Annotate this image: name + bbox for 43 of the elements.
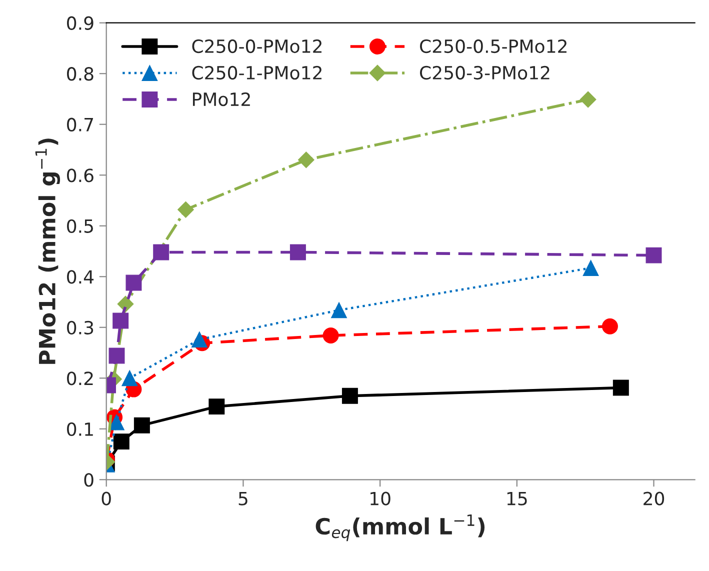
y-tick-label: 0.6 [67, 168, 94, 182]
legend-label: C250-0.5-PMo12 [420, 39, 566, 54]
point [342, 388, 358, 404]
point [298, 152, 314, 168]
legend-label: C250-3-PMo12 [420, 66, 550, 80]
point [646, 247, 662, 264]
point [126, 274, 142, 291]
x-tick-label: 5 [238, 492, 248, 506]
point [108, 414, 124, 430]
point [178, 201, 194, 218]
y-tick-label: 0.7 [67, 118, 93, 132]
x-tick-label: 0 [102, 492, 111, 506]
point [134, 417, 150, 434]
point [580, 91, 596, 108]
y-tick-label: 0.2 [67, 372, 93, 386]
y-tick-label: 0.8 [67, 67, 94, 81]
y-tick-label: 0 [84, 473, 94, 487]
point [108, 348, 125, 364]
point [322, 328, 339, 344]
point [191, 332, 208, 348]
x-axis-title: C$_{eq}$(mmol L$^{−1}$) [316, 514, 485, 542]
y-tick-label: 0.4 [67, 270, 94, 284]
point [112, 312, 129, 329]
x-tick-label: 15 [507, 492, 527, 506]
x-tick-label: 20 [644, 492, 664, 506]
point [612, 380, 629, 396]
point [153, 244, 170, 260]
point [122, 370, 138, 386]
y-tick-label: 0.1 [67, 422, 93, 436]
point [290, 244, 306, 260]
y-tick-label: 0.5 [67, 219, 93, 233]
x-tick-label: 10 [370, 492, 390, 506]
legend-label: C250-0-PMo12 [192, 39, 322, 54]
point [602, 318, 618, 334]
legend-label: PMo12 [192, 92, 250, 106]
point [331, 302, 347, 318]
legend-label: C250-1-PMo12 [192, 66, 322, 80]
y-tick-label: 0.3 [67, 320, 94, 334]
point [113, 434, 130, 450]
point [582, 260, 599, 276]
point [208, 398, 225, 415]
y-axis-title: PMo12 (mmol g$^{−1}$) [35, 138, 60, 364]
y-tick-label: 0.9 [67, 16, 94, 30]
